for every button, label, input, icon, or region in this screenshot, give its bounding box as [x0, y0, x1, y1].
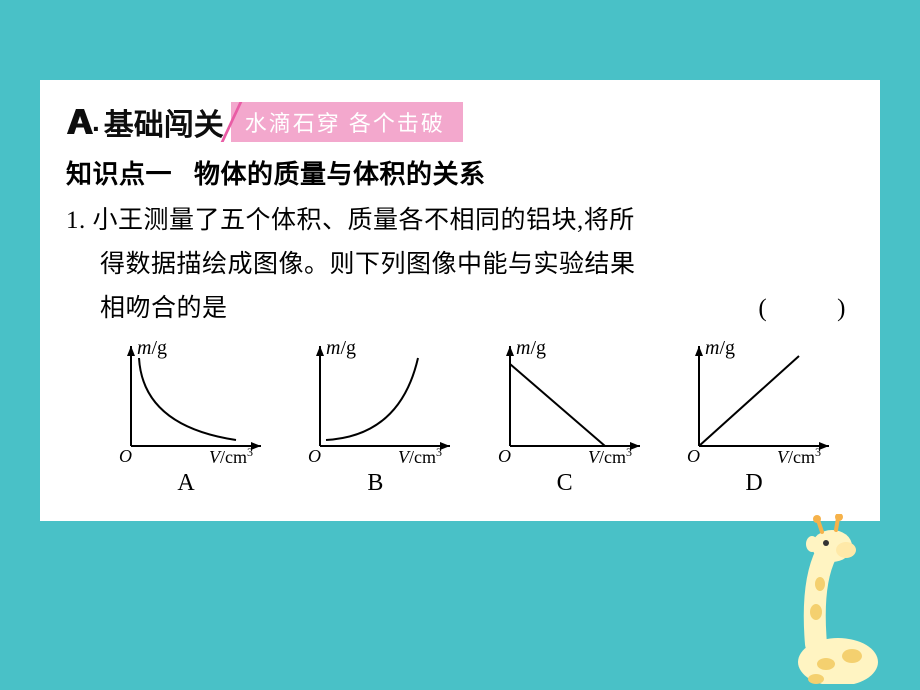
svg-text:O: O — [308, 446, 321, 466]
svg-text:O: O — [687, 446, 700, 466]
option-B-label: B — [367, 470, 383, 497]
chart-row: m/g O V/cm3 A m/g O V/cm3 B — [66, 336, 854, 497]
chart-B: m/g O V/cm3 B — [285, 336, 465, 497]
paren-open: ( — [758, 295, 767, 322]
svg-text:V/cm3: V/cm3 — [777, 445, 821, 466]
section-letter: A — [66, 101, 90, 143]
knowledge-point-heading: 知识点一物体的质量与体积的关系 — [66, 154, 854, 191]
section-header: A . 基础闯关 水滴石穿 各个击破 — [66, 100, 854, 144]
content-card: A . 基础闯关 水滴石穿 各个击破 知识点一物体的质量与体积的关系 1. 小王… — [40, 80, 880, 521]
svg-text:m/g: m/g — [137, 337, 167, 359]
section-title: 基础闯关 — [104, 100, 224, 144]
section-dot: . — [92, 106, 100, 138]
svg-text:m/g: m/g — [516, 337, 546, 359]
chart-B-svg: m/g O V/cm3 — [290, 336, 460, 466]
chart-D-svg: m/g O V/cm3 — [669, 336, 839, 466]
svg-text:O: O — [498, 446, 511, 466]
option-C-label: C — [557, 470, 573, 497]
section-subtitle-box: 水滴石穿 各个击破 — [231, 102, 463, 142]
paren-close: ) — [837, 295, 846, 322]
svg-text:m/g: m/g — [326, 337, 356, 359]
chart-A-svg: m/g O V/cm3 — [101, 336, 271, 466]
svg-text:V/cm3: V/cm3 — [398, 445, 442, 466]
question-text-1: 小王测量了五个体积、质量各不相同的铝块,将所 — [93, 207, 635, 234]
option-D-label: D — [745, 470, 762, 497]
svg-text:m/g: m/g — [705, 337, 735, 359]
knowledge-point-label: 知识点一 — [66, 159, 172, 189]
question-block: 1. 小王测量了五个体积、质量各不相同的铝块,将所 得数据描绘成图像。则下列图像… — [66, 199, 854, 330]
question-text-3: 相吻合的是 — [100, 295, 228, 322]
chart-D: m/g O V/cm3 D — [664, 336, 844, 497]
giraffe-icon — [756, 514, 896, 684]
chart-A: m/g O V/cm3 A — [96, 336, 276, 497]
question-text-2: 得数据描绘成图像。则下列图像中能与实验结果 — [100, 243, 854, 287]
chart-C-svg: m/g O V/cm3 — [480, 336, 650, 466]
svg-text:O: O — [119, 446, 132, 466]
question-number: 1. — [66, 207, 86, 234]
answer-blank: () — [758, 287, 846, 331]
chart-C: m/g O V/cm3 C — [475, 336, 655, 497]
svg-text:V/cm3: V/cm3 — [209, 445, 253, 466]
option-A-label: A — [177, 470, 194, 497]
svg-text:V/cm3: V/cm3 — [588, 445, 632, 466]
knowledge-point-title: 物体的质量与体积的关系 — [194, 159, 486, 189]
